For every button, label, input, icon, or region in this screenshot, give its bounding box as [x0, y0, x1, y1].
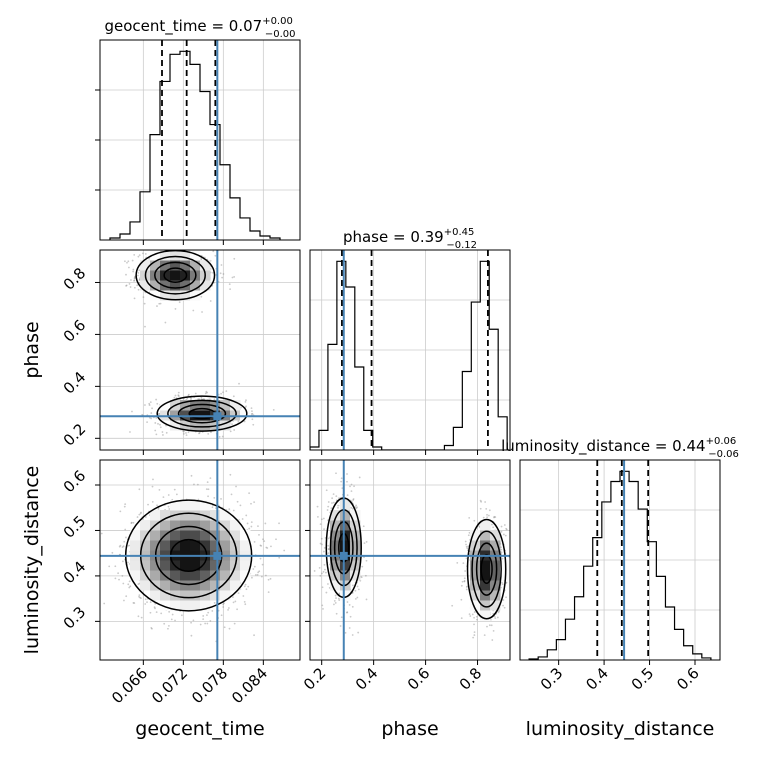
xlabel-phase: phase	[381, 718, 438, 740]
tick-label-phase: 0.8	[60, 264, 90, 294]
tick-label-geocent_time: 0.066	[108, 664, 151, 707]
tick-label-phase: 0.6	[60, 316, 90, 346]
ylabel-phase: phase	[21, 321, 43, 378]
svg-text:luminosity_distance = 0.44+0.0: luminosity_distance = 0.44+0.06 −0.06	[501, 436, 739, 460]
tick-label-phase: 0.4	[60, 368, 90, 398]
tick-label-phase: 0.8	[456, 664, 486, 694]
svg-text:geocent_time = 0.07+0.00−0.00: geocent_time = 0.07+0.00 −0.00	[104, 16, 295, 40]
hist-geocent-time-steps	[109, 50, 281, 240]
hist-geocent-time-frame	[99, 39, 301, 241]
tick-label-luminosity_distance: 0.6	[673, 664, 703, 694]
density-geocent-time-vs-luminosity-distance-truth-marker	[213, 551, 222, 560]
density-geocent-time-vs-phase-frame	[99, 249, 301, 451]
tick-label-luminosity_distance: 0.4	[582, 664, 612, 694]
hist-luminosity-distance-steps	[528, 470, 712, 660]
density-geocent-time-vs-phase-truth-marker	[213, 412, 222, 421]
title-geocent-time: geocent_time = 0.07+0.00 −0.00	[104, 16, 295, 40]
hist-phase-frame	[309, 249, 511, 451]
tick-label-geocent_time: 0.072	[148, 664, 191, 707]
tick-label-geocent_time: 0.084	[228, 664, 271, 707]
density-geocent-time-vs-phase-contours	[135, 250, 248, 432]
tick-label-luminosity_distance: 0.5	[628, 664, 658, 694]
tick-label-luminosity_distance: 0.3	[60, 603, 90, 633]
tick-label-luminosity_distance: 0.6	[60, 467, 90, 497]
hist-luminosity-distance-grid: 0.3 0.4 0.5 0.6	[520, 460, 720, 694]
ylabel-luminosity-distance: luminosity_distance	[21, 466, 43, 655]
title-luminosity-distance: luminosity_distance = 0.44+0.06 −0.06	[501, 436, 739, 460]
hist-phase-steps	[310, 260, 508, 450]
tick-label-luminosity_distance: 0.3	[537, 664, 567, 694]
tick-label-luminosity_distance: 0.4	[60, 558, 90, 588]
tick-label-geocent_time: 0.078	[188, 664, 231, 707]
tick-label-phase: 0.2	[60, 420, 90, 450]
title-phase: phase = 0.39+0.45 −0.12	[343, 227, 477, 251]
tick-label-luminosity_distance: 0.5	[60, 512, 90, 542]
svg-text:phase = 0.39+0.45−0.12: phase = 0.39+0.45 −0.12	[343, 227, 477, 251]
density-geocent-time-vs-luminosity-distance-frame	[99, 459, 301, 661]
xlabel-luminosity-distance: luminosity_distance	[526, 718, 715, 740]
density-phase-vs-luminosity-distance-frame	[309, 459, 511, 661]
tick-label-phase: 0.4	[352, 664, 382, 694]
xlabel-geocent-time: geocent_time	[135, 718, 264, 740]
hist-geocent-time-grid	[95, 40, 300, 245]
hist-luminosity-distance-frame	[519, 459, 721, 661]
density-phase-vs-luminosity-distance-truth-marker	[339, 551, 348, 560]
tick-label-phase: 0.6	[404, 664, 434, 694]
tick-label-phase: 0.2	[300, 664, 330, 694]
